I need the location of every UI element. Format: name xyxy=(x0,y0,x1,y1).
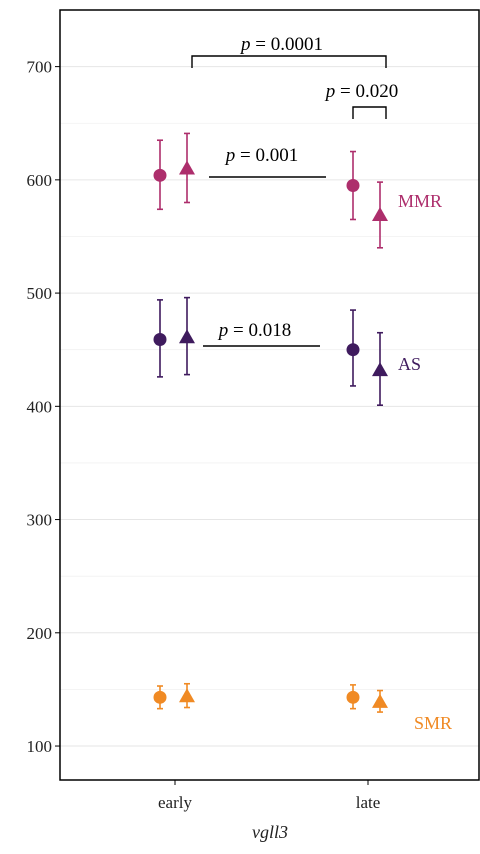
plot-panel xyxy=(59,9,480,781)
circle-marker xyxy=(153,333,167,347)
annotation-4: p = 0.018 xyxy=(203,320,320,347)
data-point-as-late-triangle xyxy=(372,331,388,406)
annotation-text: p = 0.001 xyxy=(224,145,298,166)
data-point-mmr-early-circle xyxy=(153,139,167,211)
data-point-mmr-late-circle xyxy=(346,150,360,221)
y-tick-label: 700 xyxy=(27,58,53,77)
y-tick-label: 600 xyxy=(27,171,53,190)
data-point-smr-early-circle xyxy=(153,685,167,710)
circle-marker xyxy=(153,168,167,182)
data-point-smr-late-circle xyxy=(346,684,360,710)
circle-marker xyxy=(346,343,360,357)
x-tick-label: early xyxy=(158,793,192,812)
circle-marker xyxy=(346,690,360,704)
series-label-as: AS xyxy=(398,354,421,374)
annotation-text: p = 0.020 xyxy=(324,81,398,102)
triangle-marker xyxy=(179,329,195,344)
x-tick-label: late xyxy=(356,793,381,812)
series-label-smr: SMR xyxy=(414,713,452,733)
series-label-mmr: MMR xyxy=(398,191,442,211)
data-point-as-late-circle xyxy=(346,309,360,387)
annotation-bracket xyxy=(191,55,387,68)
data-point-as-early-circle xyxy=(153,299,167,378)
data-point-as-early-triangle xyxy=(179,296,195,376)
triangle-marker xyxy=(179,160,195,175)
annotation-text: p = 0.018 xyxy=(217,320,291,341)
annotation-1: p = 0.0001 xyxy=(191,34,387,68)
data-point-mmr-late-triangle xyxy=(372,181,388,249)
y-tick-label: 500 xyxy=(27,284,53,303)
triangle-marker xyxy=(179,688,195,703)
circle-marker xyxy=(346,179,360,193)
annotation-text: p = 0.0001 xyxy=(239,34,323,55)
data-marks xyxy=(153,132,388,713)
annotation-bracket xyxy=(352,106,387,119)
data-point-mmr-early-triangle xyxy=(179,132,195,204)
y-axis: 100 200 300 400 500 600 700 xyxy=(27,58,60,756)
x-axis-title: vgll3 xyxy=(252,822,288,842)
series-labels: MMR AS SMR xyxy=(398,191,452,733)
x-axis: early late xyxy=(158,780,380,812)
triangle-marker xyxy=(372,362,388,377)
y-tick-label: 200 xyxy=(27,624,53,643)
circle-marker xyxy=(153,690,167,704)
significance-annotations: p = 0.0001 p = 0.020 p = 0.001 p = 0.018 xyxy=(191,34,398,347)
data-point-smr-early-triangle xyxy=(179,682,195,709)
y-tick-label: 300 xyxy=(27,511,53,530)
triangle-marker xyxy=(372,206,388,221)
data-point-smr-late-triangle xyxy=(372,689,388,713)
annotation-3: p = 0.001 xyxy=(209,145,326,178)
y-tick-label: 400 xyxy=(27,397,53,416)
y-tick-label: 100 xyxy=(27,737,53,756)
annotation-2: p = 0.020 xyxy=(324,81,398,119)
grid-lines xyxy=(60,9,479,747)
triangle-marker xyxy=(372,693,388,708)
